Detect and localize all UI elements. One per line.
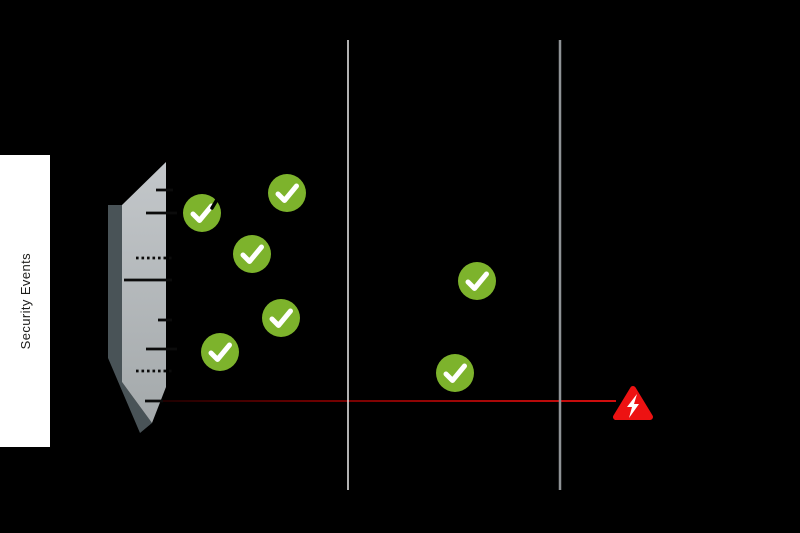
security-event-check <box>233 235 271 273</box>
check-icon <box>208 342 232 362</box>
incident-alert <box>613 386 653 420</box>
check-circle <box>268 174 306 212</box>
check-circle <box>458 262 496 300</box>
security-event-check <box>201 333 239 371</box>
check-circle <box>183 194 221 232</box>
funnel-side <box>108 205 152 433</box>
check-icon <box>269 308 293 328</box>
security-event-check <box>436 354 474 392</box>
security-event-check <box>268 174 306 212</box>
lightning-icon <box>627 394 639 418</box>
check-circle <box>262 299 300 337</box>
security-event-check <box>262 299 300 337</box>
check-icon <box>465 271 489 291</box>
funnel-face <box>122 162 166 423</box>
incident-timeline <box>160 400 616 402</box>
security-event-check <box>458 262 496 300</box>
check-circle <box>436 354 474 392</box>
y-axis-panel: Security Events <box>0 155 50 447</box>
check-icon <box>240 244 264 264</box>
y-axis-label: Security Events <box>17 252 33 350</box>
check-circle <box>201 333 239 371</box>
cursor-mark <box>210 196 220 210</box>
check-icon <box>443 363 467 383</box>
security-event-check <box>183 194 221 232</box>
check-circle <box>233 235 271 273</box>
check-icon <box>275 183 299 203</box>
check-icon <box>190 203 214 223</box>
